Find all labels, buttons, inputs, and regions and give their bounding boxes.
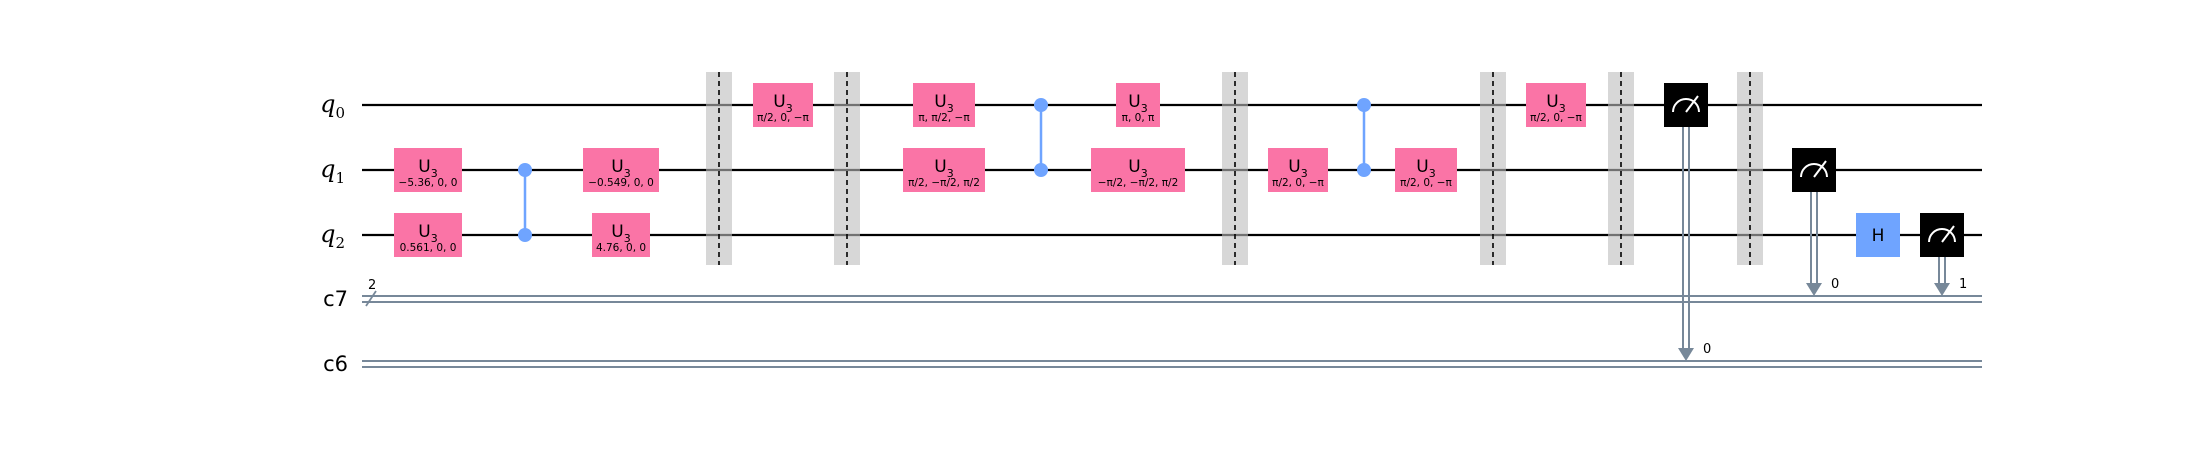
barrier	[834, 72, 860, 265]
svg-text:π/2, −π/2, π/2: π/2, −π/2, π/2	[908, 177, 980, 189]
u3-gate: U3 −0.549, 0, 0	[583, 148, 659, 192]
svg-text:π/2, 0, −π: π/2, 0, −π	[1272, 177, 1324, 189]
qubit-label-q2: q2	[320, 220, 345, 252]
svg-text:−0.549, 0, 0: −0.549, 0, 0	[588, 177, 654, 189]
cz-gate	[1034, 98, 1048, 177]
barrier	[1222, 72, 1248, 265]
measure-q2	[1920, 213, 1964, 296]
cz-gate	[1357, 98, 1371, 177]
svg-text:H: H	[1872, 226, 1885, 246]
creg-label-c7: c7	[323, 287, 348, 311]
c7-size: 2	[368, 278, 376, 293]
cz-gate	[518, 163, 532, 242]
bus-slash	[366, 291, 376, 306]
creg-label-c6: c6	[323, 352, 348, 376]
u3-gate: U3 π/2, −π/2, π/2	[903, 148, 985, 192]
u3-gate: U3 π/2, 0, −π	[1268, 148, 1328, 192]
qubit-label-q1: q1	[320, 155, 345, 187]
u3-gate: U3 π/2, 0, −π	[753, 83, 813, 127]
measure-bit-label: 0	[1703, 342, 1711, 357]
svg-text:π/2, 0, −π: π/2, 0, −π	[1400, 177, 1452, 189]
wire-c6	[362, 361, 1982, 367]
svg-text:0.561, 0, 0: 0.561, 0, 0	[400, 242, 457, 254]
svg-text:−5.36, 0, 0: −5.36, 0, 0	[399, 177, 458, 189]
measure-q1	[1792, 148, 1836, 296]
u3-gate: U3 π, 0, π	[1116, 83, 1160, 127]
u3-gate: U3 4.76, 0, 0	[592, 213, 650, 257]
measure-bit-label: 1	[1959, 277, 1967, 292]
svg-text:−π/2, −π/2, π/2: −π/2, −π/2, π/2	[1098, 177, 1179, 189]
svg-text:π, π/2, −π: π, π/2, −π	[918, 112, 970, 124]
barrier	[1608, 72, 1634, 265]
barrier	[706, 72, 732, 265]
svg-text:4.76, 0, 0: 4.76, 0, 0	[596, 242, 646, 254]
u3-gate: U3 −5.36, 0, 0	[394, 148, 462, 192]
u3-gate: U3 −π/2, −π/2, π/2	[1091, 148, 1185, 192]
u3-gate: U3 π/2, 0, −π	[1395, 148, 1457, 192]
svg-text:π/2, 0, −π: π/2, 0, −π	[1530, 112, 1582, 124]
barrier	[1480, 72, 1506, 265]
u3-gate: U3 π, π/2, −π	[913, 83, 975, 127]
u3-gate: U3 π/2, 0, −π	[1526, 83, 1586, 127]
measure-bit-label: 0	[1831, 277, 1839, 292]
svg-text:π, 0, π: π, 0, π	[1122, 112, 1155, 124]
qubit-label-q0: q0	[320, 90, 345, 122]
barrier	[1737, 72, 1763, 265]
h-gate: H	[1856, 213, 1900, 257]
wire-c7	[362, 296, 1982, 302]
u3-gate: U3 0.561, 0, 0	[394, 213, 462, 257]
measure-q0	[1664, 83, 1708, 361]
svg-text:π/2, 0, −π: π/2, 0, −π	[757, 112, 809, 124]
